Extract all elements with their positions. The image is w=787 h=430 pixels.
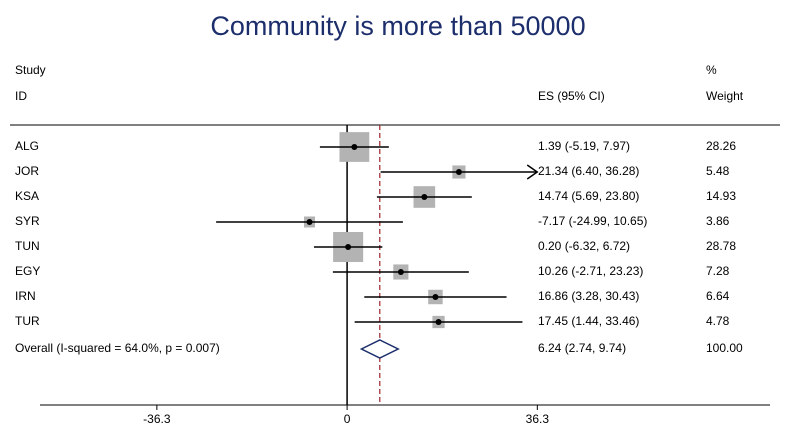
weight-label: 28.78 [706,239,736,253]
weight-label: 7.28 [706,264,730,278]
ci-arrow [526,164,539,180]
point-estimate [455,169,462,175]
study-label: SYR [15,214,40,228]
study-label: IRN [15,289,36,303]
point-estimate [421,194,428,200]
header: ID [15,89,27,103]
weight-label: 6.64 [706,289,730,303]
study-label: TUN [15,239,40,253]
point-estimate [397,269,404,275]
overall-diamond [359,339,400,359]
study-label: TUR [15,314,40,328]
es-label: 1.39 (-5.19, 7.97) [538,139,630,153]
x-tick-label: -36.3 [143,412,171,426]
es-label: 0.20 (-6.32, 6.72) [538,239,630,253]
es-label: 10.26 (-2.71, 23.23) [538,264,643,278]
header: ES (95% CI) [538,89,605,103]
es-label: 21.34 (6.40, 36.28) [538,164,639,178]
point-estimate [345,244,352,250]
x-tick-label: 36.3 [526,412,550,426]
header: % [706,63,717,77]
study-label: KSA [15,189,39,203]
study-label: JOR [15,164,39,178]
point-estimate [432,294,439,300]
study-label: EGY [15,264,40,278]
weight-label: 4.78 [706,314,730,328]
es-label: 17.45 (1.44, 33.46) [538,314,639,328]
es-label: 6.24 (2.74, 9.74) [538,341,626,355]
es-label: 16.86 (3.28, 30.43) [538,289,639,303]
es-label: -7.17 (-24.99, 10.65) [538,214,647,228]
weight-label: 100.00 [706,341,743,355]
weight-label: 3.86 [706,214,730,228]
point-estimate [306,219,313,225]
x-tick-label: 0 [344,412,351,426]
point-estimate [351,144,358,150]
study-label: ALG [15,139,39,153]
header: Weight [706,89,744,103]
point-estimate [435,319,442,325]
es-label: 14.74 (5.69, 23.80) [538,189,639,203]
weight-label: 28.26 [706,139,736,153]
chart-title: Community is more than 50000 [210,11,585,41]
header: Study [15,63,46,77]
overall-label: Overall (I-squared = 64.0%, p = 0.007) [15,341,220,355]
weight-label: 5.48 [706,164,730,178]
weight-label: 14.93 [706,189,736,203]
